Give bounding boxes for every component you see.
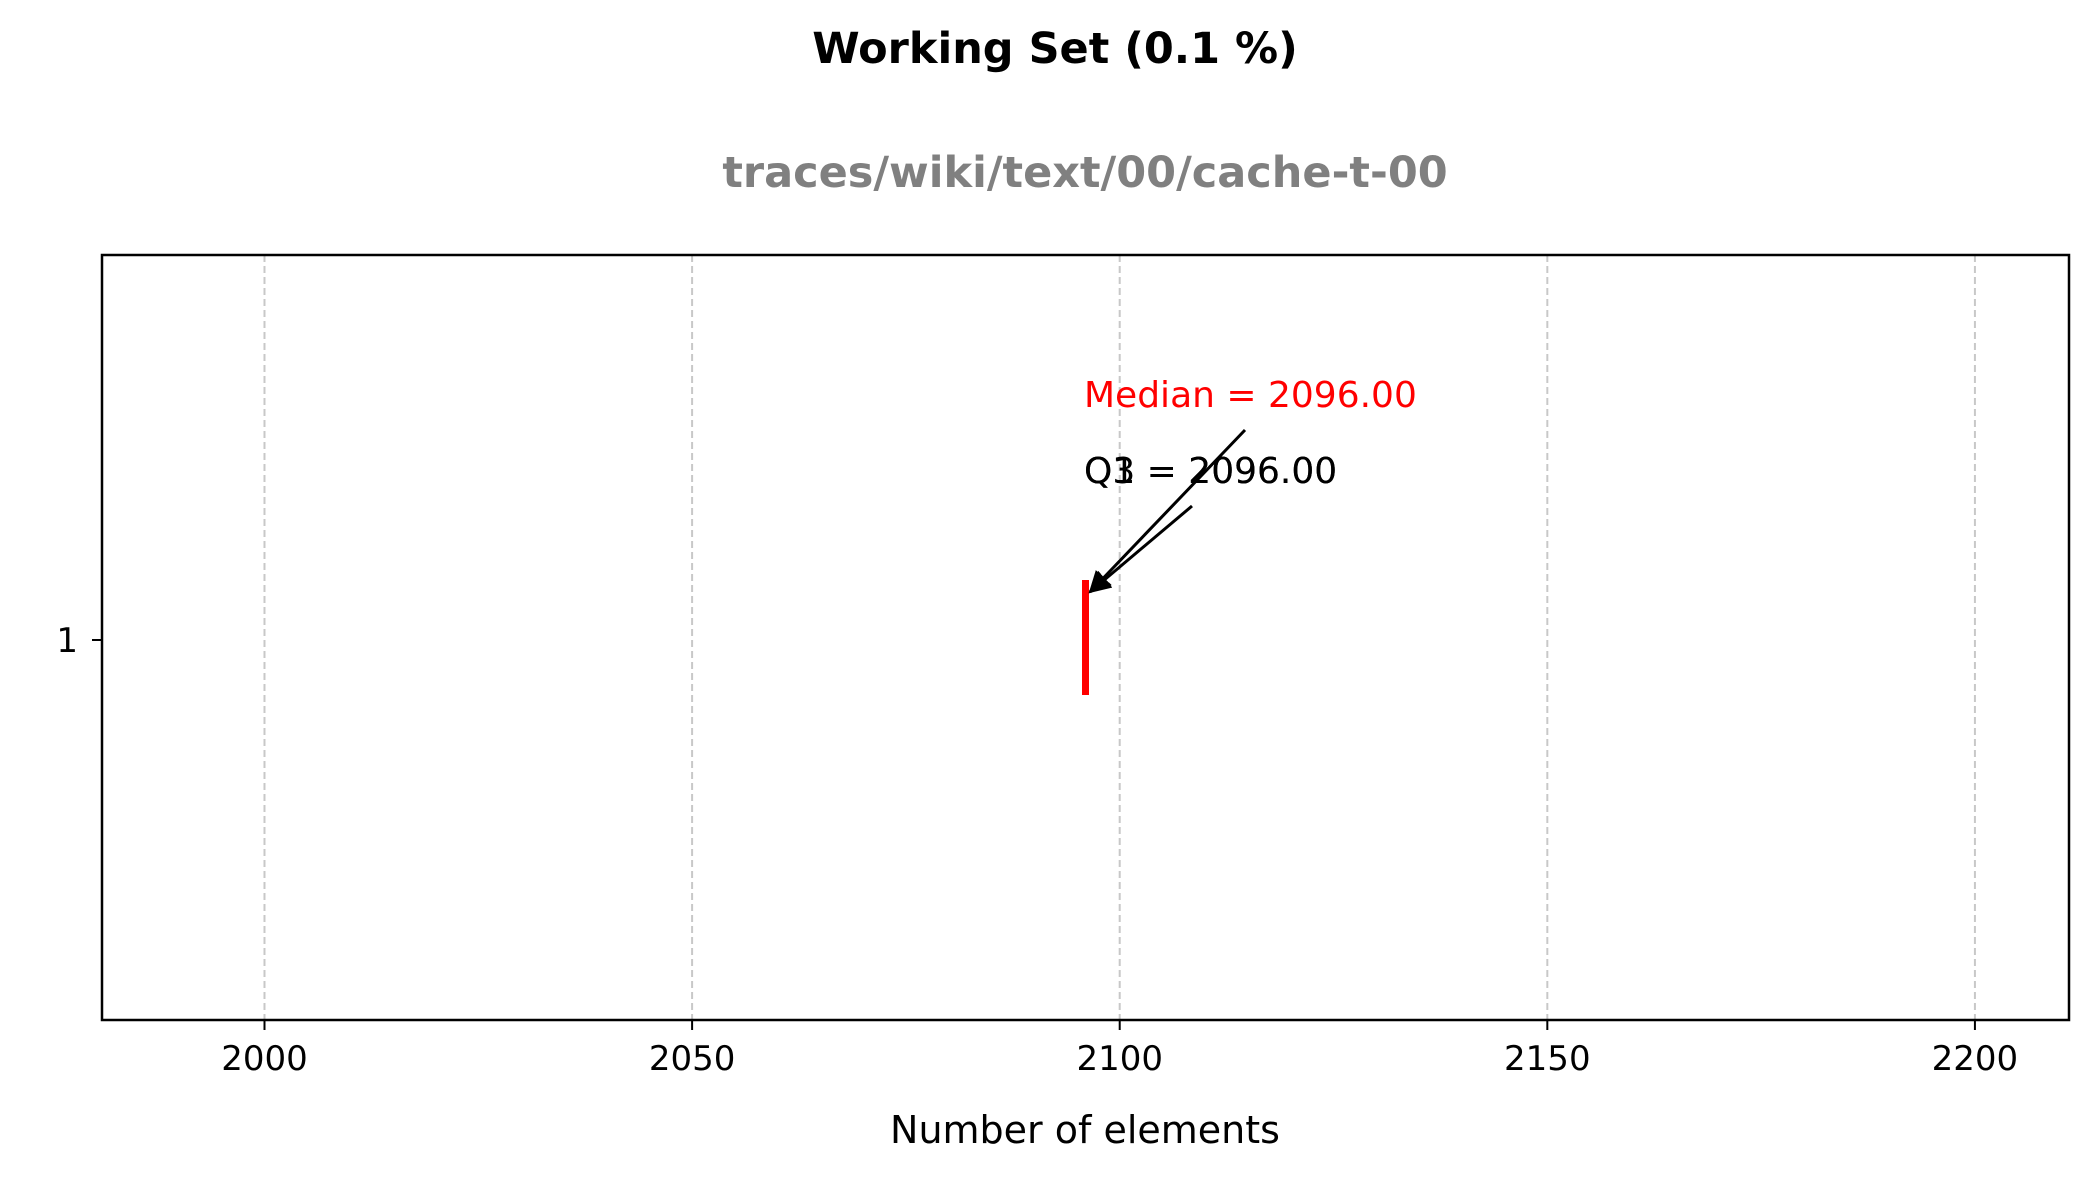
annotation-label: Q1 = 2096.00 bbox=[1084, 451, 1337, 492]
x-tick-label: 2000 bbox=[221, 1039, 308, 1079]
chart-subtitle: traces/wiki/text/00/cache-t-00 bbox=[722, 148, 1447, 198]
plot-frame bbox=[100, 253, 2071, 1022]
x-axis-ticks: 2000 2050 2100 2150 2200 bbox=[221, 1020, 2018, 1079]
y-axis-ticks: 1 bbox=[56, 621, 102, 661]
x-tick-label: 2200 bbox=[1932, 1039, 2019, 1079]
x-tick-label: 2050 bbox=[649, 1039, 736, 1079]
x-axis-label: Number of elements bbox=[890, 1108, 1280, 1152]
x-tick-label: 2150 bbox=[1504, 1039, 1591, 1079]
grid-lines bbox=[263, 255, 1976, 1020]
annotation-arrow bbox=[1088, 428, 1247, 594]
y-tick-label: 1 bbox=[56, 621, 78, 661]
annotation-label: Median = 2096.00 bbox=[1084, 375, 1417, 416]
annotation-label: Q3 = 2096.00 bbox=[1084, 451, 1337, 492]
annotation-arrow bbox=[1088, 504, 1193, 594]
chart-title: Working Set (0.1 %) bbox=[812, 24, 1298, 74]
x-tick-label: 2100 bbox=[1076, 1039, 1163, 1079]
